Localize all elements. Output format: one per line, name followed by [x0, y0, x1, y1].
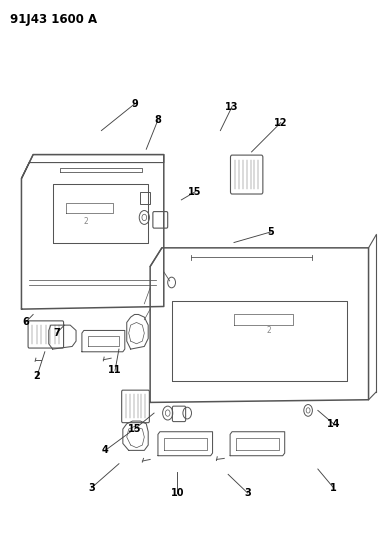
Text: 5: 5 — [268, 227, 275, 237]
Text: 2: 2 — [267, 326, 271, 335]
Text: 3: 3 — [244, 488, 251, 498]
Text: 3: 3 — [88, 483, 95, 492]
Text: 1: 1 — [330, 483, 337, 492]
Text: 10: 10 — [171, 488, 184, 498]
Text: 13: 13 — [225, 102, 239, 111]
Text: 7: 7 — [53, 328, 60, 338]
Text: 2: 2 — [83, 217, 88, 225]
Text: 12: 12 — [274, 118, 287, 127]
Text: 4: 4 — [102, 446, 109, 455]
Text: 9: 9 — [131, 99, 138, 109]
Text: 11: 11 — [108, 366, 122, 375]
Text: 91J43 1600 A: 91J43 1600 A — [10, 13, 97, 26]
Text: 8: 8 — [154, 115, 161, 125]
Text: 2: 2 — [34, 371, 41, 381]
Text: 14: 14 — [327, 419, 340, 429]
Text: 15: 15 — [128, 424, 141, 434]
Text: 6: 6 — [22, 318, 29, 327]
Text: 15: 15 — [188, 187, 202, 197]
